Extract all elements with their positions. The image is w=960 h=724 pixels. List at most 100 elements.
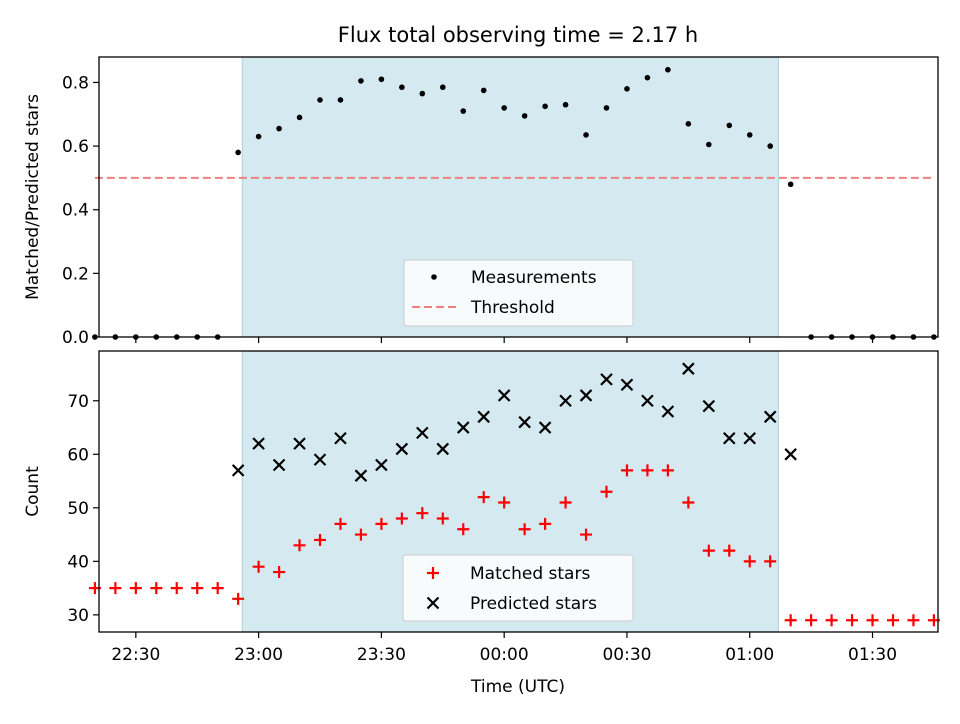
x-tick-label: 22:30 — [111, 645, 160, 665]
matched-star-point — [395, 512, 408, 525]
measurement-point — [603, 105, 610, 111]
bottom-legend-box — [402, 554, 634, 622]
bottom-legend: Matched stars Predicted stars — [402, 554, 634, 622]
matched-star-point — [477, 491, 490, 504]
matched-star-point — [784, 614, 797, 627]
predicted-star-point — [579, 389, 593, 402]
matched-star-point — [743, 555, 756, 568]
matched-star-point — [129, 582, 142, 595]
predicted-star-point — [743, 431, 757, 445]
measurement-point — [521, 113, 528, 119]
measurement-point — [562, 101, 569, 108]
measurement-point — [358, 78, 364, 84]
predicted-star-point — [702, 399, 716, 413]
measurement-point — [624, 86, 630, 92]
matched-star-point — [600, 485, 613, 498]
measurement-point — [439, 84, 446, 91]
matched-star-point — [375, 517, 388, 530]
top-legend-box — [403, 259, 634, 327]
matched-star-point — [723, 544, 736, 557]
predicted-star-point — [641, 394, 654, 408]
legend-threshold-label: Threshold — [470, 298, 555, 318]
predicted-star-point — [661, 405, 675, 418]
measurement-point — [542, 103, 548, 110]
predicted-star-point — [600, 373, 613, 386]
predicted-star-point — [559, 394, 572, 408]
matched-star-point — [559, 496, 572, 509]
legend-plus-glyph — [427, 567, 439, 579]
matched-star-point — [764, 555, 777, 568]
predicted-star-point — [620, 378, 634, 391]
matched-star-point — [293, 539, 306, 552]
y-tick-label: 50 — [67, 499, 89, 519]
y-tick-label: 0.8 — [62, 73, 89, 93]
measurement-point — [296, 114, 303, 121]
legend-measurements-label: Measurements — [471, 268, 597, 288]
figure-title: Flux total observing time = 2.17 h — [338, 23, 698, 47]
measurement-point — [726, 122, 733, 129]
y-tick-label: 0.2 — [62, 264, 89, 284]
bottom-panel-marks — [88, 362, 940, 627]
legend-x-glyph — [426, 596, 440, 610]
x-tick-label: 00:30 — [602, 645, 651, 665]
predicted-star-point — [722, 431, 736, 445]
legend-measurements-marker — [431, 274, 437, 280]
predicted-star-point — [293, 437, 306, 450]
bottom-x-ticks: 22:30 23:00 23:30 00:00 00:30 01:00 01:30 — [111, 632, 897, 665]
predicted-star-point — [252, 437, 265, 450]
top-panel: 0.00.20.40.60.8 Matched/Predicted stars … — [23, 56, 939, 348]
matched-star-point — [252, 560, 265, 573]
x-tick-label: 23:00 — [234, 645, 283, 665]
measurement-point — [644, 74, 651, 81]
measurement-point — [419, 90, 426, 97]
measurement-point — [235, 149, 241, 156]
matched-star-point — [539, 517, 552, 530]
matched-star-point — [498, 496, 511, 509]
legend-predicted-label: Predicted stars — [470, 594, 597, 614]
matched-star-point — [354, 528, 367, 541]
measurement-point — [746, 132, 753, 138]
y-tick-label: 0.4 — [62, 201, 89, 221]
top-x-ticks — [135, 337, 874, 343]
matched-star-point — [109, 582, 122, 595]
measurement-point — [378, 76, 385, 83]
measurement-point — [767, 143, 773, 149]
matched-star-point — [805, 614, 818, 627]
x-tick-label: 01:00 — [725, 645, 774, 665]
predicted-star-point — [456, 421, 470, 434]
x-axis-label: Time (UTC) — [470, 677, 565, 697]
matched-star-point — [518, 523, 531, 536]
matched-star-point — [457, 523, 470, 536]
matched-star-point — [866, 614, 879, 627]
predicted-star-point — [313, 453, 327, 466]
predicted-star-point — [497, 389, 511, 402]
matched-star-point — [416, 507, 429, 520]
matched-star-point — [191, 582, 204, 595]
y-tick-label: 60 — [67, 445, 89, 465]
predicted-star-point — [231, 464, 245, 477]
matched-star-point — [886, 614, 899, 627]
predicted-star-point — [518, 415, 531, 429]
matched-star-point — [846, 614, 859, 627]
predicted-star-point — [538, 421, 552, 434]
measurement-point — [665, 66, 671, 73]
x-tick-label: 23:30 — [357, 645, 406, 665]
predicted-star-point — [272, 458, 286, 472]
legend-matched-label: Matched stars — [470, 564, 590, 584]
measurement-point — [583, 132, 589, 138]
measurement-point — [399, 84, 405, 91]
measurement-point — [460, 108, 467, 114]
matched-star-point — [170, 582, 183, 595]
predicted-star-point — [416, 426, 429, 440]
top-y-ticks: 0.0 0.2 0.4 0.6 0.8 — [62, 73, 99, 348]
matched-star-point — [436, 512, 449, 525]
measurement-point — [685, 121, 692, 127]
matched-star-point — [314, 533, 327, 546]
bottom-panel-frame — [98, 350, 939, 633]
predicted-star-point — [682, 362, 695, 375]
matched-star-point — [682, 496, 695, 509]
matched-star-point — [211, 582, 224, 595]
bottom-panel: 30 40 50 60 70 22:30 23:00 23:30 00:00 00:30 01:0… — [23, 350, 940, 665]
matched-star-point — [702, 544, 715, 557]
